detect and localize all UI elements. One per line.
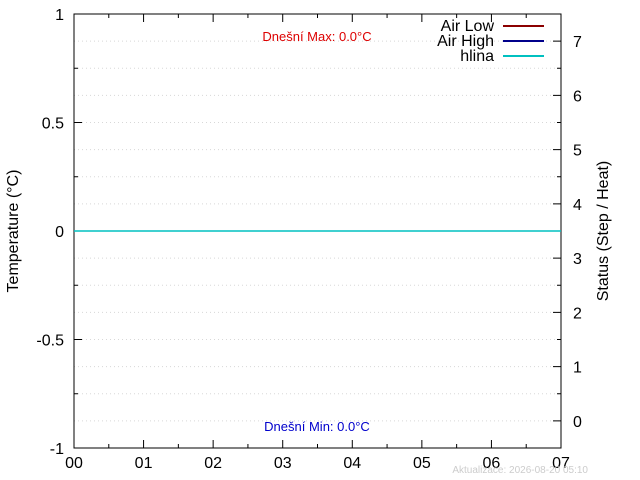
legend-label: hlina [460,48,494,65]
legend-label: Air Low [441,18,495,35]
y-tick-label: 1 [55,7,64,24]
x-tick-label: 03 [274,455,292,472]
y2-tick-label: 6 [573,88,582,105]
y-tick-label: -0.5 [36,333,64,350]
y2-tick-label: 2 [573,305,582,322]
x-tick-label: 05 [413,455,431,472]
y2-tick-label: 4 [573,197,582,214]
x-tick-label: 07 [552,455,570,472]
y2-tick-label: 3 [573,251,582,268]
x-tick-label: 04 [343,455,361,472]
y-axis-label: Temperature (°C) [5,170,22,293]
y2-tick-label: 1 [573,360,582,377]
update-timestamp: Aktualizace: 2026-08-20 05:10 [452,465,588,476]
today-min-label: Dnešní Min: 0.0°C [264,419,370,434]
y-tick-label: 0 [55,224,64,241]
x-tick-label: 06 [483,455,501,472]
y2-tick-label: 7 [573,34,582,51]
y2-axis-label: Status (Step / Heat) [595,161,612,302]
x-tick-label: 01 [135,455,153,472]
y2-tick-label: 5 [573,143,582,160]
x-tick-label: 02 [204,455,222,472]
x-tick-label: 00 [65,455,83,472]
legend-label: Air High [437,33,494,50]
y2-tick-label: 0 [573,414,582,431]
y-tick-label: -1 [50,441,64,458]
y-tick-label: 0.5 [42,116,64,133]
today-max-label: Dnešní Max: 0.0°C [262,29,371,44]
